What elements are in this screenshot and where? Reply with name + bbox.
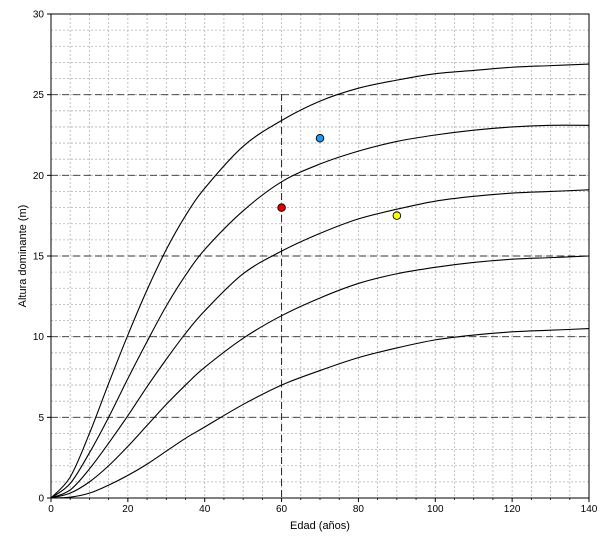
x-tick-label: 40 bbox=[199, 504, 211, 515]
y-tick-label: 5 bbox=[38, 413, 44, 424]
points-layer bbox=[277, 133, 402, 220]
x-tick-label: 0 bbox=[48, 504, 54, 515]
x-tick-label: 60 bbox=[276, 504, 288, 515]
y-axis-label: Altura dominante (m) bbox=[17, 205, 29, 308]
data-point-3 bbox=[392, 211, 402, 220]
site-index-curve-5 bbox=[50, 328, 590, 499]
x-tick-label: 140 bbox=[581, 504, 598, 515]
y-tick-label: 25 bbox=[33, 90, 45, 101]
y-tick-label: 30 bbox=[33, 10, 45, 21]
data-point-1 bbox=[277, 203, 286, 212]
site-index-curve-3 bbox=[50, 189, 590, 499]
site-index-curve-4 bbox=[50, 255, 590, 499]
y-tick-label: 0 bbox=[38, 494, 44, 505]
site-index-curve-2 bbox=[50, 124, 590, 499]
x-tick-label: 120 bbox=[504, 504, 521, 515]
y-tick-label: 15 bbox=[33, 252, 45, 263]
x-tick-label: 80 bbox=[353, 504, 365, 515]
x-axis-label: Edad (años) bbox=[290, 520, 350, 532]
x-tick-label: 100 bbox=[427, 504, 444, 515]
data-point-2 bbox=[315, 133, 325, 143]
y-tick-label: 20 bbox=[33, 171, 45, 182]
ticks-layer: 0 20 40 60 80 100 120 140 0 5 10 15 20 25 30 bbox=[33, 10, 598, 516]
site-index-curve-1 bbox=[50, 63, 590, 499]
x-tick-label: 20 bbox=[122, 504, 134, 515]
y-tick-label: 10 bbox=[33, 332, 45, 343]
major-grid bbox=[51, 94, 589, 418]
series-layer bbox=[50, 63, 590, 499]
